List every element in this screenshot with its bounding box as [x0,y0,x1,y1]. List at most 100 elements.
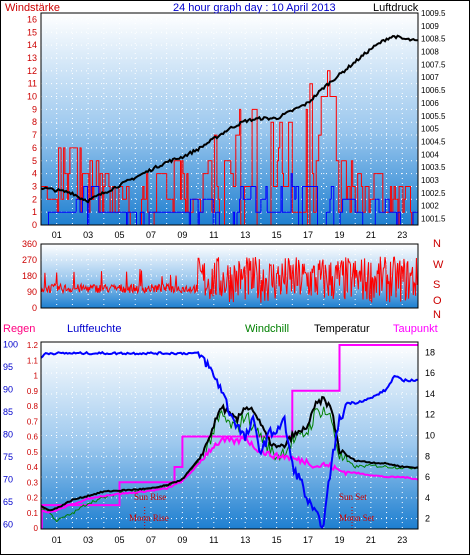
wind-y-tick-label: 8 [32,117,37,127]
sun-set-label: Sun Set [339,492,367,502]
x-tick-label: 03 [83,230,93,240]
wind-direction-line [40,256,419,303]
pressure-y-tick-label: 1004.5 [421,137,446,146]
pressure-y-tick-label: 1003 [421,176,439,185]
temperature-line [40,395,419,512]
direction-y-tick-label: 270 [22,255,37,265]
temperature-y-tick-label: 16 [425,368,435,378]
x-tick-label: 11 [209,535,218,545]
temperature-label: Temperatur [314,323,370,335]
rain-y-tick-label: 0.7 [27,417,39,426]
humidity-label: Luftfeuchte [67,323,121,335]
rain-y-tick-label: 0.1 [27,509,39,518]
x-tick-label: 23 [397,230,407,240]
moon-rise-label: Moon Rise [129,513,169,523]
direction-y-tick-label: 360 [22,239,37,249]
pressure-line [40,34,418,204]
x-tick-label: 23 [397,535,407,545]
dewpoint-line [40,435,419,514]
x-tick-label: 19 [334,535,344,545]
direction-y-tick-label: 180 [22,271,37,281]
wind-y-tick-label: 7 [32,130,37,140]
wind-y-tick-label: 1 [32,207,37,217]
wind-pressure-panel: 0123456789101112131415161001.510021002.5… [27,9,446,240]
rain-y-tick-label: 0.4 [27,463,39,472]
direction-compass-label: W [433,259,444,271]
temperature-y-tick-label: 8 [425,451,430,461]
rain-y-tick-label: 0.3 [27,478,39,487]
wind-y-tick-label: 4 [32,169,37,179]
pressure-y-tick-label: 1006.5 [421,86,446,95]
x-tick-label: 21 [366,230,376,240]
temperature-panel: 60 65 70 75 80 85 90 95 100 0 0.1 0.2 0.3 0.4 0.5 0.6 0.… [3,339,435,545]
x-tick-label: 17 [303,535,313,545]
humidity-y-tick-label: 85 [3,407,13,417]
wind-y-tick-label: 0 [32,220,37,230]
rain-y-tick-label: 0.9 [27,387,39,396]
pressure-y-tick-label: 1009.5 [421,9,446,18]
pressure-y-tick-label: 1009 [421,22,439,31]
x-tick-label: 19 [334,230,344,240]
direction-y-tick-label: 0 [32,303,37,313]
x-tick-label: 05 [115,230,125,240]
wind-y-tick-label: 10 [27,92,37,102]
pressure-y-tick-label: 1007.5 [421,60,446,69]
rain-y-tick-label: 0 [34,524,39,533]
rain-y-tick-label: 1 [34,372,39,381]
x-tick-label: 17 [303,230,313,240]
rain-y-tick-label: 1.1 [27,356,39,365]
x-tick-label: 15 [272,535,282,545]
x-tick-label: 01 [52,230,62,240]
humidity-y-tick-label: 80 [3,429,13,439]
wind-y-tick-label: 3 [32,181,37,191]
rain-y-tick-label: 0.2 [27,494,39,503]
wind-y-tick-label: 5 [32,156,37,166]
pressure-label: Luftdruck [373,2,419,14]
moon-set-label: Moon Set [339,513,375,523]
x-tick-label: 05 [115,535,125,545]
temperature-y-tick-label: 6 [425,472,430,482]
humidity-y-tick-label: 90 [3,384,13,394]
x-tick-label: 09 [177,535,187,545]
pressure-y-tick-label: 1004 [421,150,439,159]
x-tick-label: 15 [272,230,282,240]
dewpoint-label: Taupunkt [393,323,438,335]
pressure-y-tick-label: 1002.5 [421,189,446,198]
pressure-y-tick-label: 1005.5 [421,112,446,121]
wind-direction-frame [40,243,419,309]
humidity-y-tick-label: 60 [3,519,13,529]
humidity-y-tick-label: 75 [3,452,13,462]
humidity-y-tick-label: 95 [3,362,13,372]
x-tick-label: 13 [240,230,250,240]
x-tick-label: 07 [146,535,156,545]
x-tick-label: 01 [52,535,62,545]
rain-y-tick-label: 0.5 [27,448,39,457]
direction-compass-label: N [433,238,441,250]
wind-y-tick-label: 16 [27,14,37,24]
wind-y-tick-label: 2 [32,194,37,204]
temperature-y-tick-label: 10 [425,431,435,441]
temperature-y-tick-label: 18 [425,347,435,357]
direction-compass-label: S [433,279,440,291]
sun-rise-label: Sun Rise [134,492,166,502]
x-tick-label: 03 [83,535,93,545]
pressure-y-tick-label: 1005 [421,125,439,134]
temperature-frame [40,341,419,530]
rain-label: Regen [3,323,35,335]
wind-strength-label: Windstärke [5,2,60,14]
rain-y-tick-label: 1.2 [27,341,39,350]
humidity-y-tick-label: 100 [3,339,18,349]
wind-y-tick-label: 15 [27,27,37,37]
temperature-y-tick-label: 14 [425,389,435,399]
humidity-y-tick-label: 70 [3,474,13,484]
pressure-y-tick-label: 1008 [421,48,439,57]
direction-compass-label: N [433,309,441,321]
pressure-y-tick-label: 1003.5 [421,163,446,172]
wind-y-tick-label: 12 [27,66,37,76]
wind-y-tick-label: 11 [28,79,37,89]
pressure-y-tick-label: 1001.5 [421,215,446,224]
pressure-y-tick-label: 1006 [421,99,439,108]
